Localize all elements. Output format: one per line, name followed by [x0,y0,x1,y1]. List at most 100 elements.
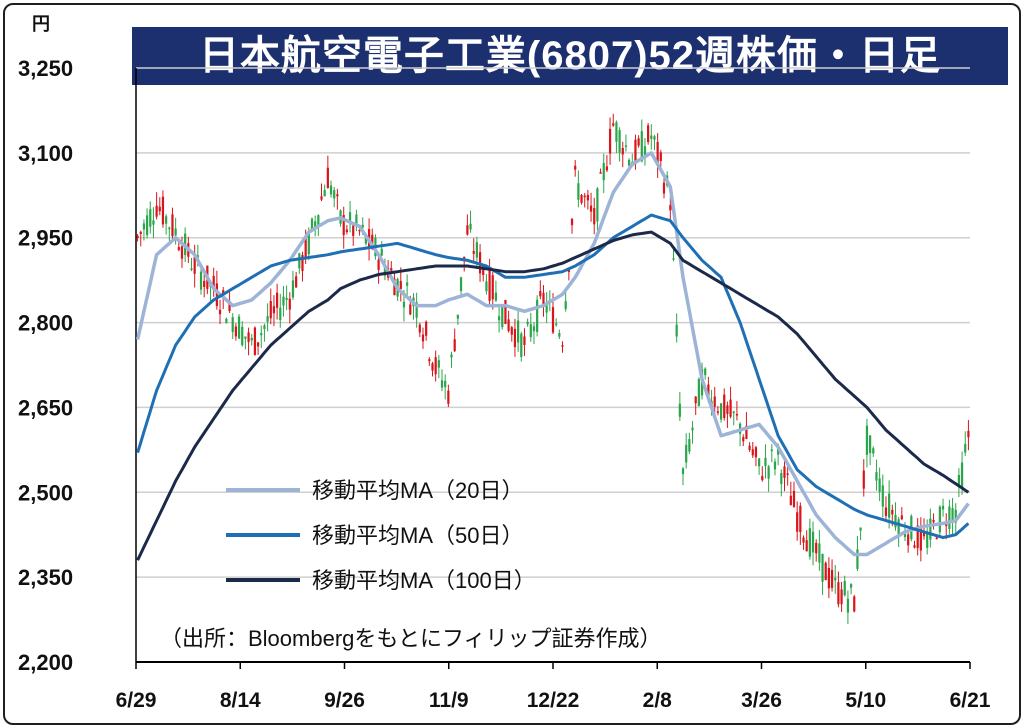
candle-body [583,195,586,198]
candle-body [482,265,485,276]
candle-body [919,525,922,551]
candle-body [846,598,850,613]
candle-body [570,218,574,226]
candle-body [945,524,948,526]
candle-body [348,212,352,223]
candle-body [878,478,881,492]
x-tick-label: 6/21 [950,689,991,712]
candle-body [459,277,463,291]
candle-body [732,411,735,414]
candle-body [843,580,846,596]
candle-body [903,533,907,538]
candle-body [247,332,250,343]
candle-body [526,321,529,325]
candle-body [685,444,688,463]
candle-body [402,301,406,308]
candle-body [472,251,475,254]
candle-body [935,537,938,540]
candle-body [174,228,177,236]
candle-body [352,225,355,236]
candle-body [608,128,612,154]
candle-body [951,508,954,522]
candle-body [967,430,970,438]
candle-body [358,229,361,232]
candle-body [253,327,257,355]
candle-body [926,533,929,548]
candle-body [326,167,329,189]
candle-body [450,354,453,358]
candle-body [393,278,396,296]
candle-body [320,196,323,200]
candle-body [333,190,336,199]
candle-body [336,194,339,197]
candle-body [767,466,770,479]
candle-body [672,258,675,260]
candle-body [161,196,165,225]
candle-body [523,336,526,346]
candle-body [688,439,691,452]
candle-body [869,435,872,454]
candle-body [837,582,840,605]
y-tick-label: 2,200 [18,650,73,675]
candle-body [272,306,276,314]
candle-body [567,269,570,273]
candle-body [704,368,707,376]
candle-body [310,218,314,230]
candle-body [234,326,237,337]
x-tick-label: 8/14 [220,689,261,712]
candle-body [444,380,447,388]
candle-body [802,537,805,543]
candle-body [602,162,605,181]
candle-body [304,238,307,259]
candle-body [260,333,263,336]
candle-body [536,299,539,332]
candle-body [884,507,888,516]
candle-body [707,384,710,396]
y-unit-label: 円 [32,14,50,34]
candle-body [266,316,269,322]
candle-body [199,271,203,290]
candle-body [437,360,440,368]
candle-body [196,255,199,258]
candle-body [580,194,583,203]
candle-body [507,319,510,331]
candle-body [605,166,609,171]
candle-body [193,256,196,274]
y-tick-label: 2,650 [18,395,73,420]
candle-body [891,509,894,515]
candle-body [434,357,437,375]
candle-body [501,305,504,328]
candle-body [190,268,193,270]
candle-body [469,223,472,230]
candle-body [136,235,139,239]
candle-body [539,291,542,297]
candle-body [941,505,945,510]
candle-body [171,214,174,237]
candle-body [818,543,821,563]
candle-body [824,562,827,581]
candle-body [634,139,637,164]
candle-body [301,254,304,272]
x-tick-label: 5/10 [845,689,886,712]
candle-body [872,448,875,454]
candle-body [399,280,402,290]
candle-body [371,234,374,249]
candle-body [748,445,751,450]
candle-body [421,334,425,342]
candle-body [726,405,729,414]
candle-body [862,470,865,489]
moving-average-lines [135,151,970,561]
candle-body [764,457,767,467]
candle-body [808,528,811,557]
candle-body [380,248,383,256]
candle-body [342,215,345,236]
candle-body [298,253,301,269]
ma-line-1 [136,213,970,539]
candle-body [564,301,567,310]
candle-body [529,324,532,338]
candle-body [745,425,748,440]
candle-body [713,396,716,407]
candle-body [180,246,184,259]
candle-body [314,221,317,230]
candle-body [796,512,799,532]
